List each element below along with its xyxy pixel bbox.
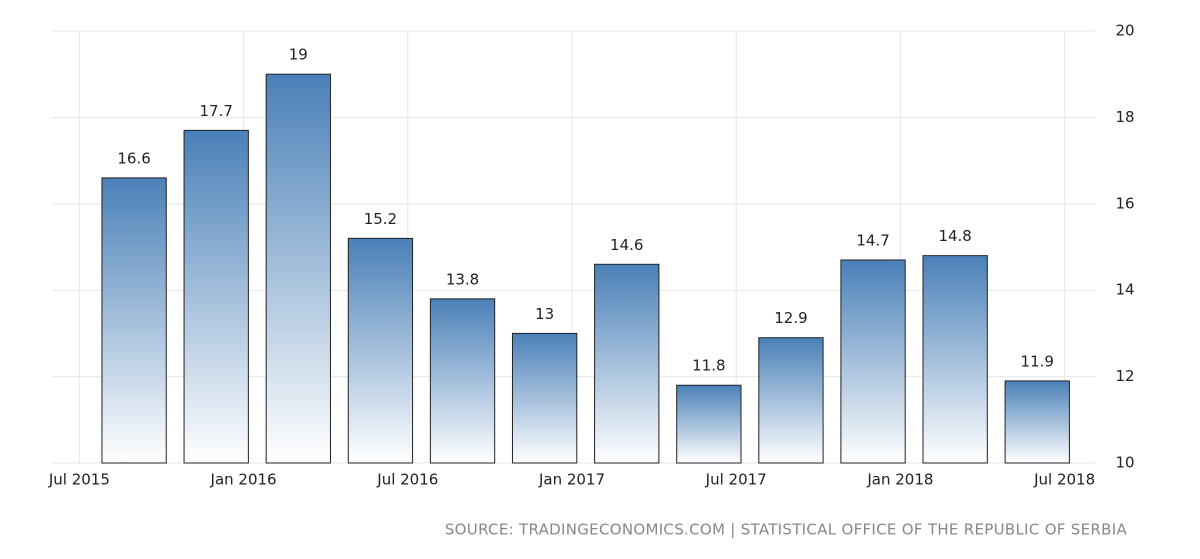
bar: [594, 263, 660, 464]
value-label: 14.8: [938, 227, 971, 245]
source-note: SOURCE: TRADINGECONOMICS.COM | STATISTIC…: [445, 521, 1128, 539]
value-label: 11.9: [1021, 352, 1054, 370]
value-label: 14.7: [856, 231, 889, 249]
bar: [840, 259, 906, 464]
bar: [758, 337, 824, 464]
bar: [511, 332, 578, 464]
value-label: 14.6: [610, 236, 643, 254]
bar: [429, 298, 496, 464]
bar: [1004, 380, 1070, 464]
bar: [676, 384, 742, 464]
y-tick-label: 16: [1115, 194, 1134, 212]
value-label: 12.9: [774, 309, 807, 327]
x-tick-label: Jan 2017: [538, 471, 605, 489]
value-label: 16.6: [117, 149, 150, 167]
value-label: 19: [289, 46, 308, 64]
x-tick-label: Jul 2017: [705, 471, 767, 489]
value-label: 13.8: [446, 270, 479, 288]
value-label: 17.7: [200, 102, 233, 120]
x-tick-label: Jan 2018: [866, 471, 933, 489]
bar: [922, 255, 988, 464]
x-tick-label: Jul 2015: [48, 471, 110, 489]
y-tick-label: 12: [1115, 367, 1134, 385]
value-label: 13: [535, 305, 554, 323]
x-tick-label: Jan 2016: [210, 471, 277, 489]
y-tick-label: 18: [1115, 108, 1134, 126]
value-label: 11.8: [692, 357, 725, 375]
y-tick-label: 14: [1115, 281, 1134, 299]
y-tick-label: 10: [1115, 454, 1134, 472]
y-tick-label: 20: [1115, 22, 1134, 40]
value-label: 15.2: [364, 210, 397, 228]
x-tick-label: Jul 2018: [1033, 471, 1095, 489]
x-tick-label: Jul 2016: [376, 471, 438, 489]
bar: [183, 129, 249, 464]
bar: [101, 177, 167, 464]
bar: [265, 73, 331, 464]
bar: [347, 237, 414, 464]
